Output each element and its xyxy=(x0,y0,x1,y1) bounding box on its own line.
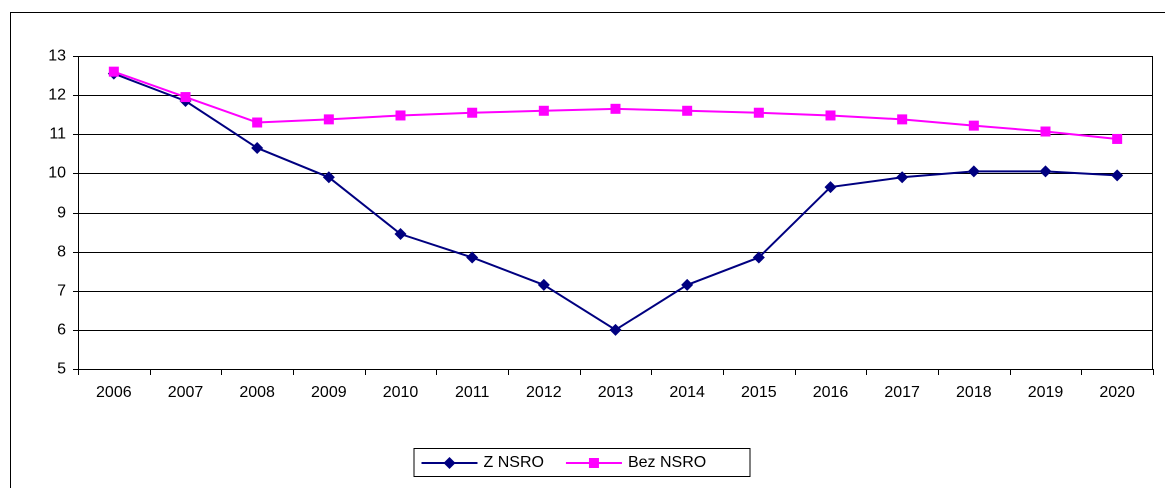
x-tick-label: 2012 xyxy=(526,384,562,401)
marker xyxy=(538,105,549,116)
x-tick-label: 2008 xyxy=(239,384,275,401)
marker xyxy=(681,278,694,291)
x-tick-label: 2019 xyxy=(1028,384,1064,401)
x-tick-label: 2006 xyxy=(96,384,132,401)
marker xyxy=(467,107,478,118)
marker xyxy=(753,107,764,118)
chart-frame xyxy=(10,12,1165,488)
y-tick-label: 8 xyxy=(57,244,66,261)
legend-label: Bez NSRO xyxy=(628,454,706,471)
marker xyxy=(896,171,909,184)
marker xyxy=(180,92,191,103)
marker xyxy=(609,323,622,336)
marker xyxy=(967,165,980,178)
marker xyxy=(443,457,456,469)
y-tick-label: 11 xyxy=(49,126,66,143)
y-tick-label: 7 xyxy=(57,283,66,300)
x-tick-label: 2013 xyxy=(598,384,634,401)
x-tick-label: 2015 xyxy=(741,384,777,401)
x-tick-label: 2007 xyxy=(168,384,204,401)
marker xyxy=(825,110,836,121)
marker xyxy=(588,458,599,468)
plot-area xyxy=(78,56,1153,370)
x-tick-label: 2016 xyxy=(813,384,849,401)
x-tick-label: 2010 xyxy=(383,384,419,401)
marker xyxy=(1111,169,1124,182)
x-tick-label: 2017 xyxy=(884,384,920,401)
marker xyxy=(251,141,264,154)
y-tick-label: 12 xyxy=(48,87,66,104)
marker xyxy=(252,117,263,128)
marker xyxy=(897,114,908,125)
marker xyxy=(682,105,693,116)
marker xyxy=(466,251,479,264)
y-tick-label: 10 xyxy=(48,165,66,182)
marker xyxy=(1112,133,1123,144)
marker xyxy=(323,114,334,125)
legend-label: Z NSRO xyxy=(484,454,544,471)
marker xyxy=(108,66,119,77)
y-tick-label: 6 xyxy=(57,322,66,339)
marker xyxy=(968,120,979,131)
marker xyxy=(395,110,406,121)
x-tick-label: 2020 xyxy=(1099,384,1135,401)
y-tick-label: 5 xyxy=(57,361,66,378)
x-tick-label: 2018 xyxy=(956,384,992,401)
marker xyxy=(752,251,765,264)
marker xyxy=(1039,165,1052,178)
x-tick-label: 2011 xyxy=(455,384,490,401)
x-tick-label: 2009 xyxy=(311,384,347,401)
marker xyxy=(322,171,335,184)
marker xyxy=(824,181,837,194)
y-tick-label: 9 xyxy=(57,205,66,222)
marker xyxy=(394,228,407,241)
marker xyxy=(1040,126,1051,137)
marker xyxy=(610,103,621,114)
x-tick-label: 2014 xyxy=(669,384,705,401)
marker xyxy=(537,278,550,291)
y-tick-label: 13 xyxy=(48,48,66,65)
